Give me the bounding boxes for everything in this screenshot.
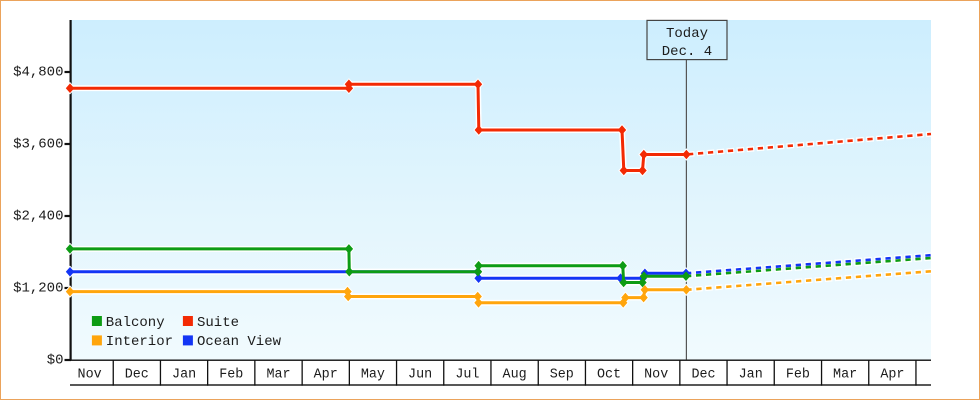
svg-text:Balcony: Balcony (106, 315, 165, 331)
svg-text:Nov: Nov (78, 368, 102, 383)
svg-text:Aug: Aug (503, 368, 527, 383)
svg-text:May: May (361, 368, 385, 383)
svg-text:Dec: Dec (691, 368, 715, 383)
svg-text:Feb: Feb (786, 368, 810, 383)
svg-text:Oct: Oct (597, 368, 621, 383)
svg-text:Apr: Apr (314, 368, 338, 383)
svg-text:Nov: Nov (644, 368, 668, 383)
svg-text:$0: $0 (47, 352, 64, 368)
svg-text:Sep: Sep (550, 368, 574, 383)
svg-text:$4,800: $4,800 (13, 64, 63, 80)
svg-text:$2,400: $2,400 (13, 208, 63, 224)
svg-text:$3,600: $3,600 (13, 136, 63, 152)
svg-text:Dec: Dec (125, 368, 149, 383)
svg-text:Jun: Jun (408, 368, 432, 383)
svg-text:Ocean View: Ocean View (197, 334, 282, 350)
svg-text:Suite: Suite (197, 315, 239, 331)
svg-text:Jul: Jul (455, 368, 479, 383)
svg-text:$1,200: $1,200 (13, 280, 63, 296)
svg-text:Today: Today (666, 26, 708, 42)
svg-text:Dec. 4: Dec. 4 (662, 44, 712, 60)
svg-text:Feb: Feb (219, 368, 243, 383)
svg-text:Mar: Mar (833, 368, 857, 383)
svg-text:Jan: Jan (172, 368, 196, 383)
svg-text:Jan: Jan (739, 368, 763, 383)
svg-text:Apr: Apr (880, 368, 904, 383)
svg-text:Interior: Interior (106, 334, 173, 350)
svg-text:Mar: Mar (266, 368, 290, 383)
